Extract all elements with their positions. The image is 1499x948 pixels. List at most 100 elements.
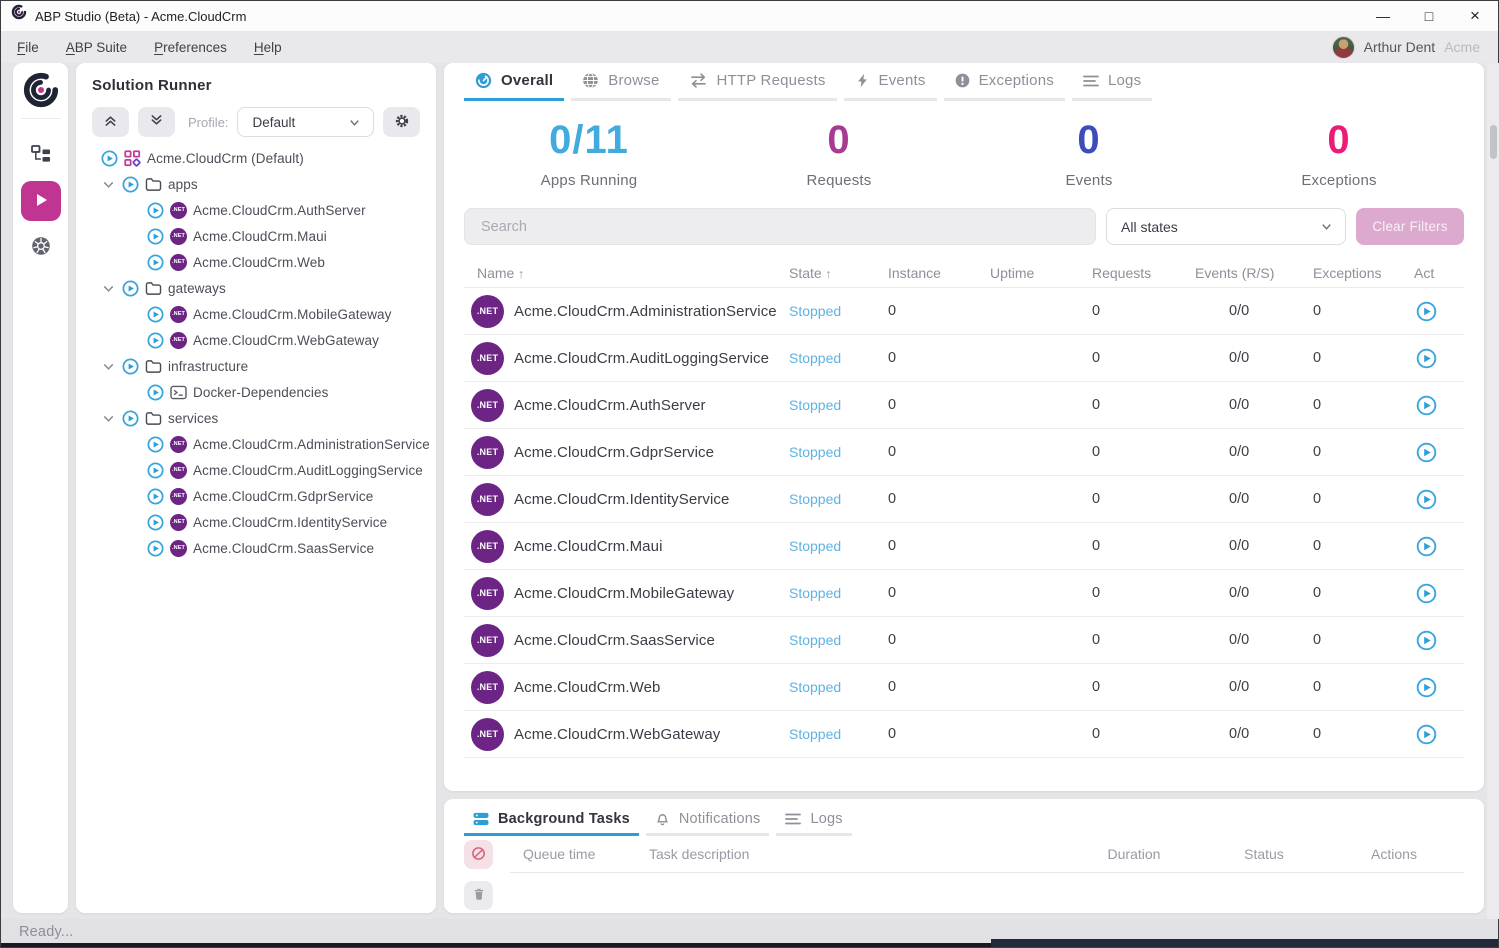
row-play-button[interactable] [1416,348,1464,369]
clear-tasks-button[interactable] [464,880,493,910]
window-title: ABP Studio (Beta) - Acme.CloudCrm [35,8,247,24]
row-play-button[interactable] [1416,442,1464,463]
tab-exceptions[interactable]: Exceptions [943,63,1065,101]
tab-logs[interactable]: Logs [776,804,852,836]
chevron-down-icon[interactable] [101,411,116,426]
expand-all-button[interactable] [138,107,175,137]
row-play-button[interactable] [1416,630,1464,651]
play-circle-icon[interactable] [147,253,164,271]
tree-item[interactable]: infrastructure [76,353,436,379]
tab-events[interactable]: Events [843,63,937,101]
num-cell: 0 [888,350,897,366]
solution-explorer-button[interactable] [21,135,61,175]
cancel-tasks-button[interactable] [464,840,493,869]
profile-select[interactable]: Default [237,107,374,137]
play-circle-icon[interactable] [101,149,118,167]
chevron-down-icon[interactable] [101,359,116,374]
row-play-button[interactable] [1416,583,1464,604]
tree-item[interactable]: gateways [76,275,436,301]
menu-file[interactable]: File [17,39,39,55]
play-circle-icon[interactable] [147,201,164,219]
tree-item[interactable]: .NET Acme.CloudCrm.Web [76,249,436,275]
tree-item[interactable]: .NET Acme.CloudCrm.AuditLoggingService [76,457,436,483]
chevron-down-icon[interactable] [101,281,116,296]
column-header-events-r-s[interactable]: Events (R/S) [1195,264,1275,281]
tree-item[interactable]: .NET Acme.CloudCrm.AuthServer [76,197,436,223]
num-cell: 0/0 [1229,491,1250,507]
gear-icon [394,113,410,132]
tab-overall[interactable]: Overall [464,63,565,101]
play-circle-icon[interactable] [122,175,139,193]
title-bar: ABP Studio (Beta) - Acme.CloudCrm — □ × [1,1,1498,31]
search-input[interactable] [464,208,1096,245]
menu-help[interactable]: Help [253,39,282,55]
app-logo-icon [11,4,27,20]
column-header-name[interactable]: Name ↑ [477,264,525,281]
play-circle-icon[interactable] [147,487,164,505]
play-circle-icon[interactable] [147,305,164,323]
tab-browse[interactable]: Browse [571,63,671,101]
play-circle-icon[interactable] [122,357,139,375]
tree-item[interactable]: .NET Acme.CloudCrm.MobileGateway [76,301,436,327]
play-circle-icon[interactable] [147,513,164,531]
play-circle-icon[interactable] [147,383,164,401]
chevron-down-icon[interactable] [101,177,116,192]
column-header-instance[interactable]: Instance [888,264,941,281]
tab-notifications[interactable]: Notifications [645,804,770,836]
tree-item[interactable]: .NET Acme.CloudCrm.AdministrationService [76,431,436,457]
column-header-requests[interactable]: Requests [1092,264,1152,281]
column-header-exceptions[interactable]: Exceptions [1313,264,1382,281]
menu-items: File ABP Suite Preferences Help [17,40,309,55]
tree-item[interactable]: .NET Acme.CloudCrm.Maui [76,223,436,249]
minimize-button[interactable]: — [1360,1,1406,31]
row-play-button[interactable] [1416,536,1464,557]
play-circle-icon[interactable] [147,227,164,245]
icon-rail [13,63,68,913]
num-cell: 0 [1313,538,1322,554]
column-header-state[interactable]: State ↑ [789,264,832,281]
play-circle-icon[interactable] [147,435,164,453]
dotnet-icon: .NET [471,482,504,516]
tree-item[interactable]: apps [76,171,436,197]
tree-item[interactable]: .NET Acme.CloudCrm.WebGateway [76,327,436,353]
menu-preferences[interactable]: Preferences [154,39,227,55]
row-play-button[interactable] [1416,724,1464,745]
tab-background-tasks[interactable]: Background Tasks [464,804,639,836]
user-menu[interactable]: Arthur Dent Acme [1331,35,1480,59]
play-circle-icon[interactable] [122,409,139,427]
column-header-uptime[interactable]: Uptime [990,264,1035,281]
folder-icon [145,359,162,374]
state-filter-value: All states [1121,218,1178,235]
play-circle-icon[interactable] [147,539,164,557]
table-row: .NET Acme.CloudCrm.WebGateway Stopped 0 0 0/0… [464,711,1464,758]
row-play-button[interactable] [1416,301,1464,322]
tree-item[interactable]: .NET Acme.CloudCrm.GdprService [76,483,436,509]
column-header-act[interactable]: Act [1414,264,1435,281]
state-filter-select[interactable]: All states [1106,208,1346,245]
tab-http-requests[interactable]: HTTP Requests [677,63,837,101]
tab-logs[interactable]: Logs [1071,63,1153,101]
maximize-button[interactable]: □ [1406,1,1452,31]
tab-label: Browse [608,72,660,89]
clear-filters-button[interactable]: Clear Filters [1356,208,1464,245]
tree-item[interactable]: Acme.CloudCrm (Default) [76,145,436,171]
kubernetes-button[interactable] [21,227,61,267]
row-play-button[interactable] [1416,489,1464,510]
close-button[interactable]: × [1452,1,1498,31]
scrollbar-thumb[interactable] [1490,125,1497,159]
row-play-button[interactable] [1416,395,1464,416]
collapse-all-button[interactable] [92,107,129,137]
play-circle-icon[interactable] [122,279,139,297]
tree-item[interactable]: Docker-Dependencies [76,379,436,405]
tree-item[interactable]: .NET Acme.CloudCrm.SaasService [76,535,436,561]
runner-settings-button[interactable] [383,107,420,137]
play-circle-icon[interactable] [147,331,164,349]
table-row: .NET Acme.CloudCrm.AdministrationService S… [464,288,1464,335]
solution-runner-button[interactable] [20,181,61,221]
row-play-button[interactable] [1416,677,1464,698]
tree-item[interactable]: .NET Acme.CloudCrm.IdentityService [76,509,436,535]
main-scrollbar[interactable] [1487,63,1499,919]
play-circle-icon[interactable] [147,461,164,479]
menu-abp-suite[interactable]: ABP Suite [65,39,128,55]
tree-item[interactable]: services [76,405,436,431]
